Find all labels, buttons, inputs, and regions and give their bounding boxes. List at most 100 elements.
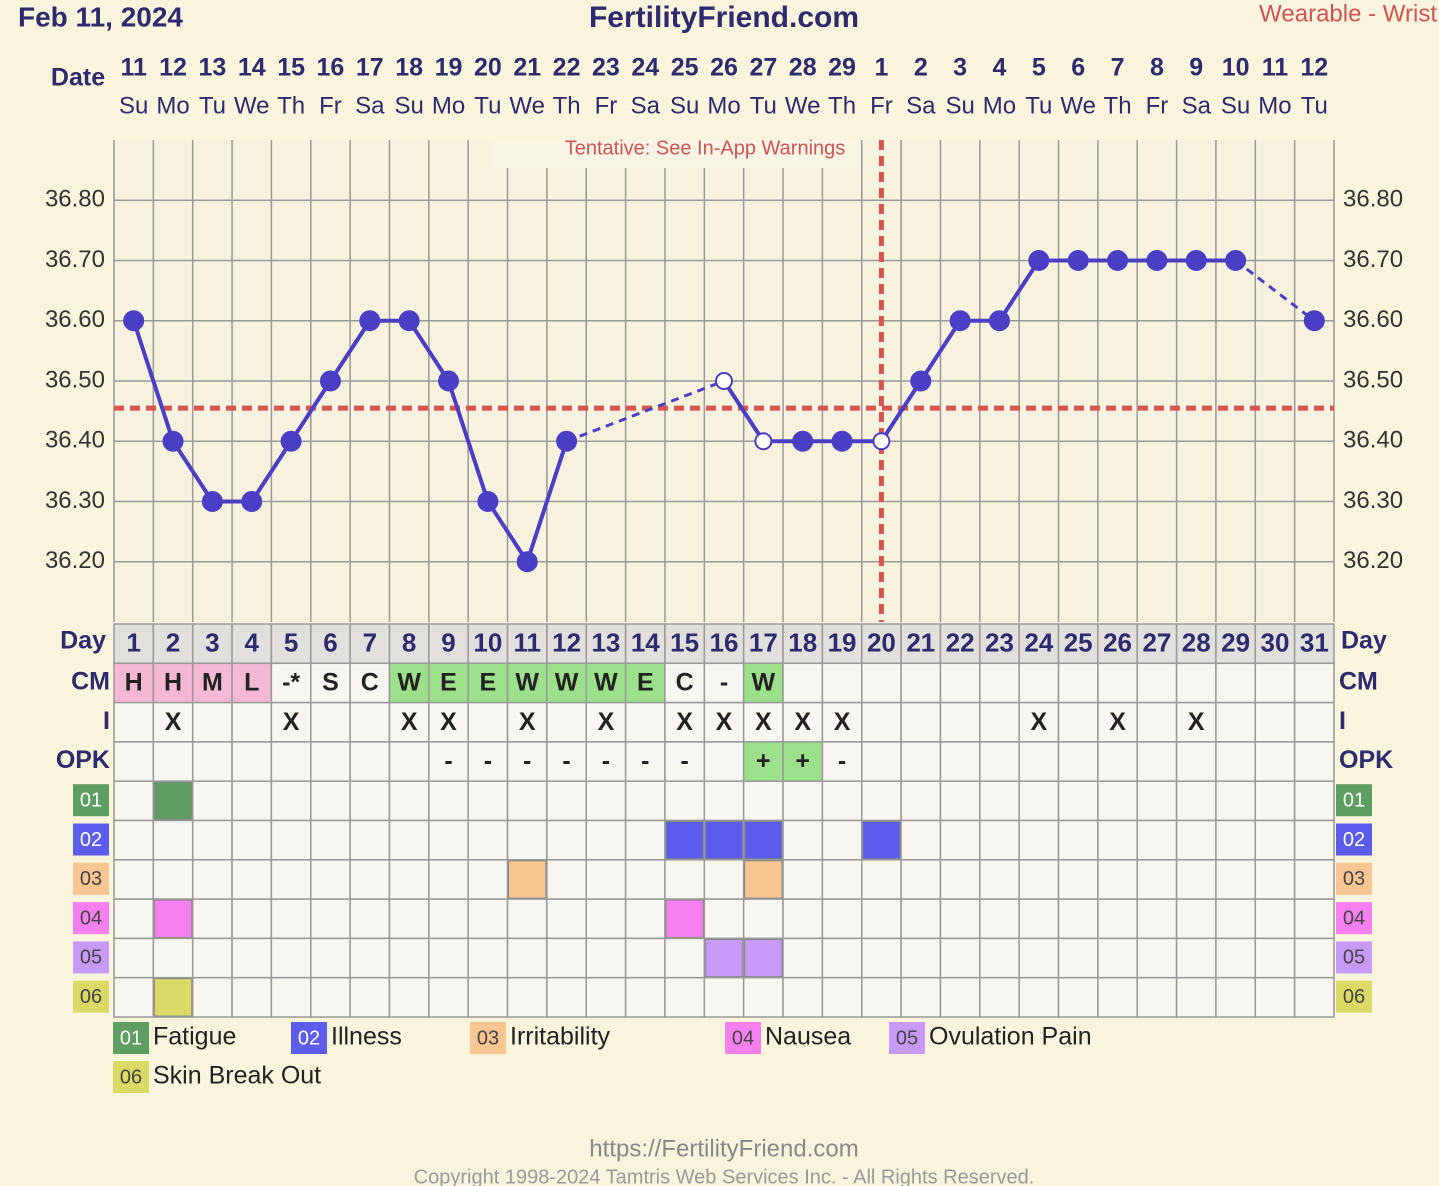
date-weekday: Sa [355,92,385,119]
temperature-point [910,370,932,392]
date-weekday: Su [945,92,974,119]
temperature-point [359,310,381,332]
symptom-cell [979,898,1020,940]
symptom-cell [900,819,942,861]
row-entry: W [594,669,618,697]
symptom-cell [546,819,588,861]
symptom-cell [860,976,902,1018]
row-entry: X [794,708,811,736]
symptom-cell [1136,937,1178,979]
symptom-row-box [73,784,109,817]
legend-name: Nausea [765,1023,851,1051]
symptom-cell [231,859,273,900]
symptom-cell [1018,859,1060,900]
symptom-cell [1215,937,1257,979]
symptom-cell [388,937,430,979]
date-day: 6 [1071,54,1085,82]
symptom-cell [1254,780,1296,822]
symptom-cell [1215,819,1257,861]
row-cell [1018,741,1060,782]
date-weekday: We [509,92,545,119]
date-day: 24 [631,54,659,82]
symptom-cell [624,780,666,822]
row-entry: + [756,747,771,775]
date-weekday: Tu [1301,92,1328,119]
temperature-point [162,430,184,452]
symptom-cell [860,937,902,979]
row-cell [742,741,784,782]
symptom-cell [860,898,902,940]
symptom-row-box [73,823,109,856]
day-cell [821,623,863,665]
row-entry: W [555,669,579,697]
row-cell [1293,741,1335,782]
symptom-cell [467,859,509,900]
row-entry: + [795,747,810,775]
row-cell [1215,741,1257,782]
symptom-mark [665,821,704,860]
date-weekday: Tu [750,92,777,119]
legend-code: 04 [732,1027,754,1049]
symptom-cell [585,780,627,822]
symptom-cell [388,859,430,900]
day-label-right: Day [1341,627,1387,655]
row-entry: H [164,669,182,697]
row-entry: C [361,669,379,697]
row-entry: X [676,708,693,736]
day-cell [231,623,273,665]
row-label: CM [71,668,110,696]
date-day: 10 [1222,54,1250,82]
date-weekday: Su [394,92,423,119]
day-number: 22 [946,628,975,658]
symptom-row-right-box [1336,784,1372,817]
symptom-cell [821,976,863,1018]
temperature-point [792,430,814,452]
symptom-cell [191,976,233,1018]
row-entry: X [1030,708,1047,736]
row-cell [152,741,194,782]
date-day: 17 [356,54,384,82]
day-number: 6 [323,628,337,658]
symptom-row-box [73,980,109,1013]
row-cell [624,662,666,704]
symptom-cell [782,819,824,861]
day-number: 17 [749,628,778,658]
date-day: 20 [474,54,502,82]
date-day: 22 [553,54,581,82]
day-cell [1254,623,1296,665]
row-cell [310,701,351,743]
legend-name: Skin Break Out [153,1062,321,1090]
day-label: Day [60,627,106,655]
row-entry: -* [282,669,300,697]
row-entry: W [397,669,421,697]
date-day: 12 [159,54,187,82]
day-number: 4 [245,628,260,658]
row-cell [310,741,351,782]
y-tick-label-right: 36.60 [1343,306,1403,333]
symptom-cell [1018,976,1060,1018]
symptom-row-right-code: 03 [1343,868,1365,890]
temperature-point [1146,250,1168,271]
symptom-row-right-box [1336,823,1372,856]
date-weekday: Tu [1025,92,1052,119]
symptom-cell [939,937,981,979]
day-cell [939,623,981,665]
symptom-cell [1097,859,1138,900]
row-entry: - [444,747,452,775]
row-label: I [103,707,110,735]
row-entry: E [440,669,457,697]
symptom-cell [270,819,312,861]
day-cell [270,623,312,665]
symptom-row-code: 06 [80,986,102,1008]
row-cell [821,662,863,704]
legend-name: Ovulation Pain [929,1023,1092,1051]
row-label-right: OPK [1339,746,1393,774]
date-day: 14 [238,54,266,82]
symptom-cell [1057,898,1099,940]
symptom-cell [1097,780,1138,822]
date-weekday: Su [670,92,699,119]
temperature-point [1185,250,1207,271]
y-tick-label: 36.20 [45,547,105,574]
symptom-row-code: 02 [80,829,102,851]
symptom-cell [1293,976,1335,1018]
